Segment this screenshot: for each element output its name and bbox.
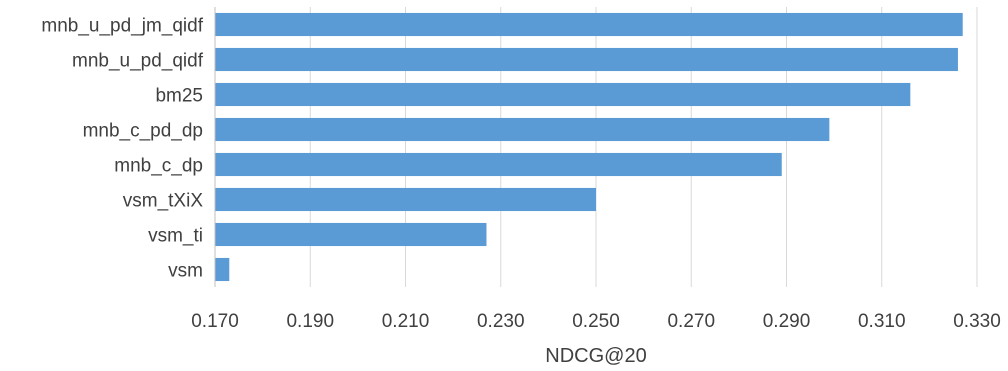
category-label: vsm_tXiX (123, 191, 204, 212)
bar-mnb_c_pd_dp (215, 117, 830, 142)
category-label: bm25 (155, 86, 203, 107)
x-tick-label: 0.310 (858, 311, 906, 332)
category-label: vsm_ti (148, 226, 203, 247)
bar-bm25 (215, 82, 911, 107)
category-label: mnb_u_pd_qidf (72, 51, 204, 72)
bar-vsm_ti (215, 222, 487, 247)
category-label: vsm (168, 261, 203, 282)
category-labels: mnb_u_pd_jm_qidf mnb_u_pd_qidf bm25 mnb_c_p… (41, 16, 203, 282)
bar-mnb_c_dp (215, 152, 782, 177)
category-label: mnb_c_dp (114, 156, 203, 177)
category-label: mnb_c_pd_dp (83, 121, 203, 142)
bar-vsm (215, 257, 230, 282)
x-tick-label: 0.290 (763, 311, 811, 332)
bars (215, 12, 963, 282)
bar-mnb_u_pd_jm_qidf (215, 12, 963, 37)
x-tick-label: 0.230 (477, 311, 525, 332)
bar-vsm_tXiX (215, 187, 596, 212)
x-tick-label: 0.250 (572, 311, 620, 332)
x-tick-label: 0.330 (953, 311, 1001, 332)
x-axis-title: NDCG@20 (545, 345, 646, 367)
bar-mnb_u_pd_qidf (215, 47, 958, 72)
x-tick-labels: 0.170 0.190 0.210 0.230 0.250 0.270 0.290 0.310… (191, 311, 1001, 332)
x-tick-label: 0.170 (191, 311, 239, 332)
x-tick-label: 0.210 (382, 311, 430, 332)
category-label: mnb_u_pd_jm_qidf (41, 16, 203, 37)
x-tick-label: 0.270 (667, 311, 715, 332)
x-tick-label: 0.190 (286, 311, 334, 332)
